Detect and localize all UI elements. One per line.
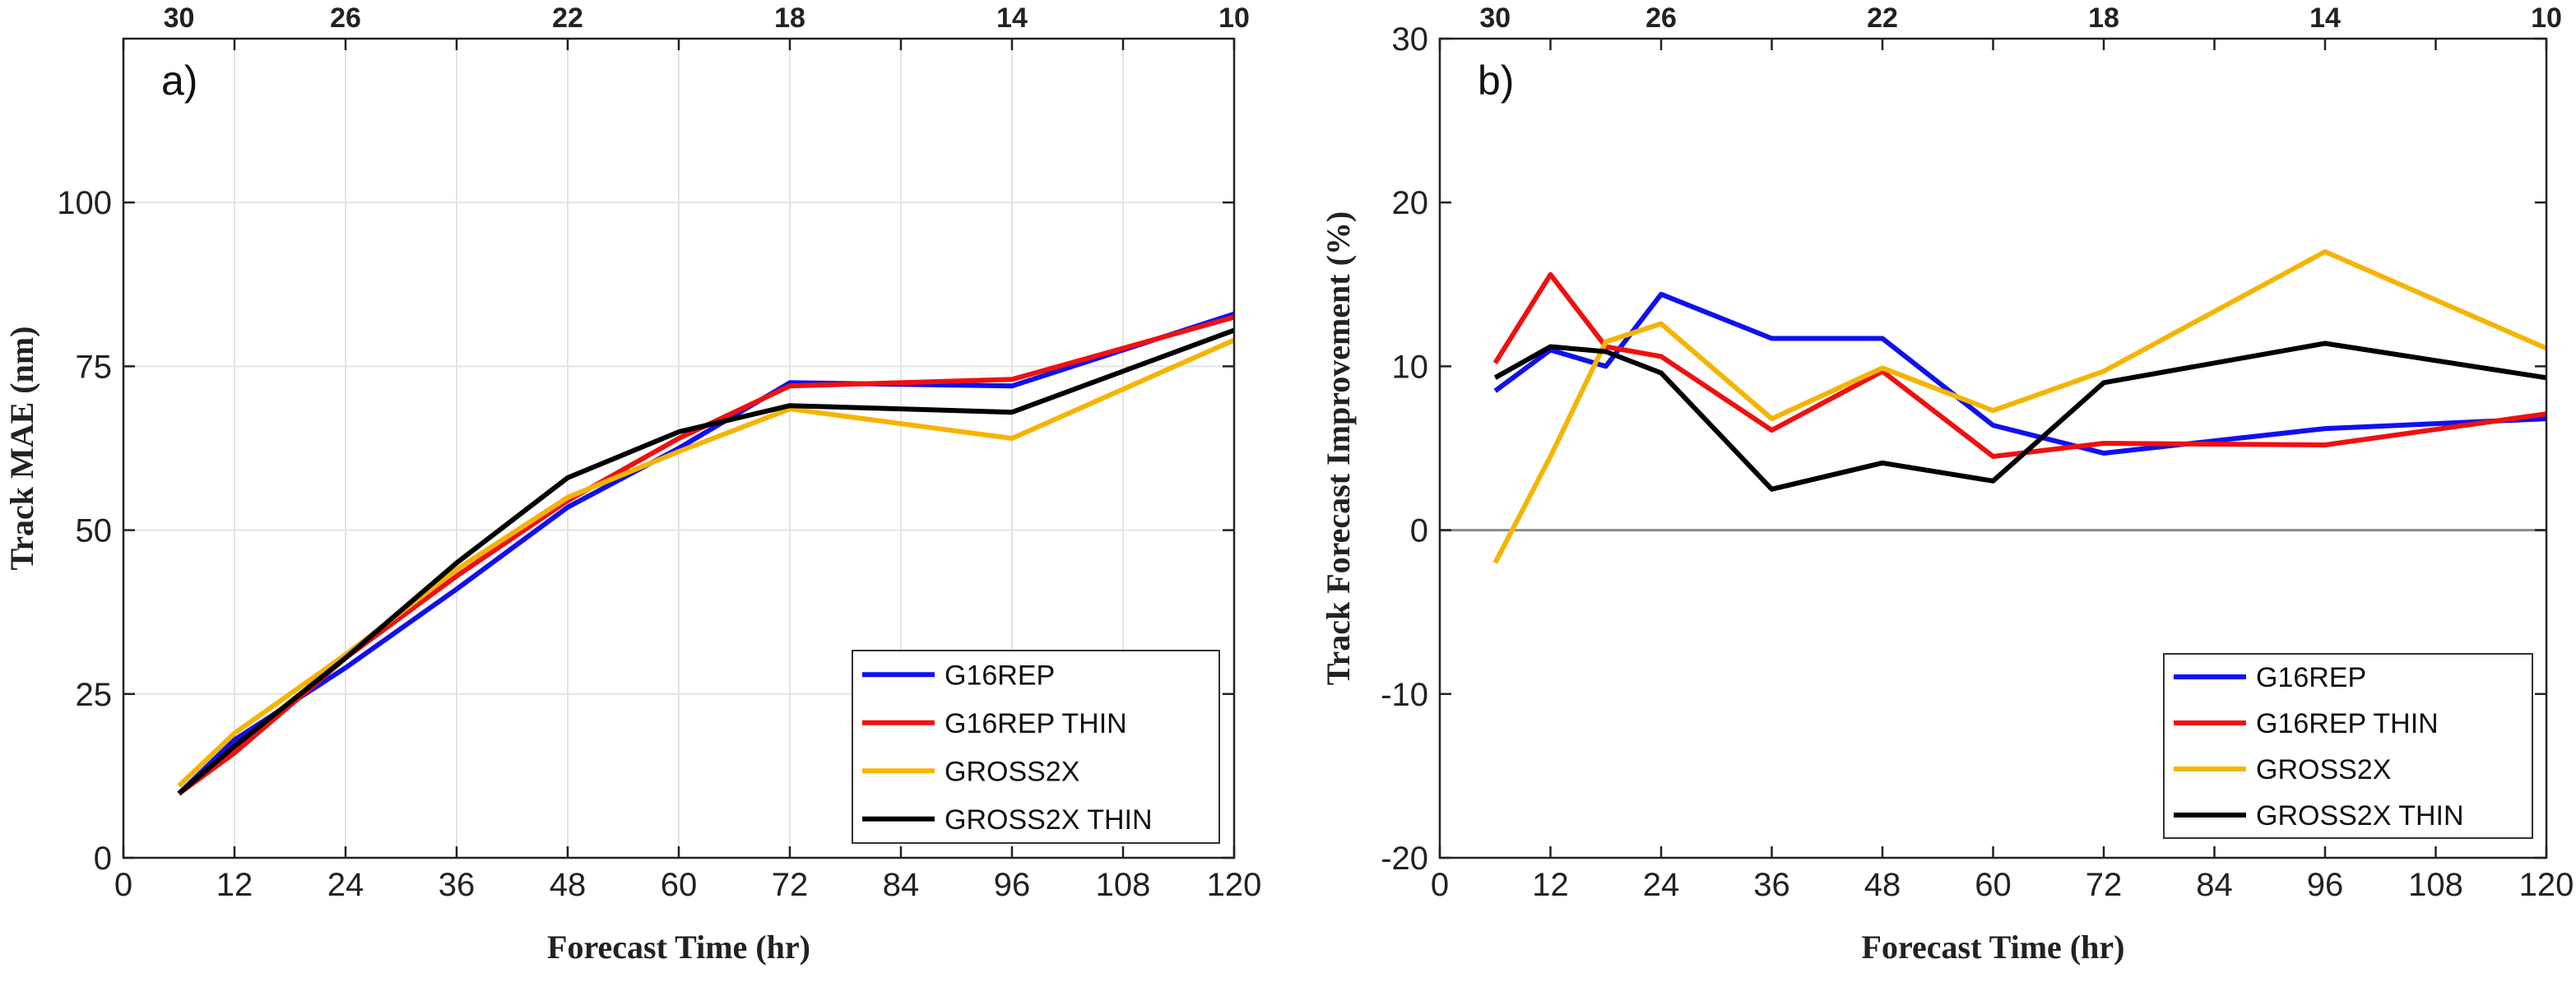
x-tick-label: 120 [1207, 867, 1262, 903]
y-axis-title: Track Forecast Improvement (%) [1320, 211, 1357, 686]
top-axis-label: 18 [774, 2, 805, 34]
x-tick-label: 48 [1864, 867, 1901, 903]
top-axis-label: 26 [1645, 2, 1677, 34]
y-tick-label: 0 [94, 841, 112, 877]
legend: G16REP G16REP THIN GROSS2X GROSS2X THIN [852, 650, 1220, 844]
top-axis-label: 14 [996, 2, 1028, 34]
legend-entry: G16REP THIN [2256, 708, 2439, 739]
top-axis-label: 14 [2309, 2, 2341, 34]
series-line-gross2x [177, 337, 1236, 788]
y-tick-label: 0 [1410, 513, 1428, 549]
x-tick-label: 24 [327, 867, 364, 903]
panel-label: b) [1478, 58, 1514, 104]
legend-entry: G16REP THIN [945, 708, 1127, 739]
x-tick-label: 48 [550, 867, 587, 903]
legend-entry: GROSS2X [945, 756, 1079, 787]
x-axis-title: Forecast Time (hr) [547, 929, 810, 966]
x-tick-label: 84 [2196, 867, 2233, 903]
series-line-gross2x-thin [177, 327, 1236, 796]
x-tick-label: 24 [1643, 867, 1680, 903]
chart-panel-a: 0 12 24 36 48 60 72 84 96 108 120 0 25 50 75 100 30 26 22 1… [3, 2, 1261, 966]
y-axis-title: Track MAE (nm) [3, 327, 40, 571]
legend-entry: G16REP [945, 660, 1055, 691]
series-line-gross2x [1492, 249, 2548, 564]
y-tick-label: 50 [76, 513, 113, 549]
x-tick-label: 0 [114, 867, 132, 903]
x-tick-label: 12 [1532, 867, 1569, 903]
series-line-g16rep [1493, 291, 2547, 456]
y-tick-label: 75 [76, 349, 113, 385]
series-line-g16rep-thin [1492, 271, 2547, 459]
top-axis-label: 30 [1479, 2, 1511, 34]
x-tick-label: 72 [772, 867, 809, 903]
x-axis-title: Forecast Time (hr) [1862, 929, 2125, 966]
x-tick-label: 96 [2307, 867, 2344, 903]
x-tick-label: 120 [2519, 867, 2574, 903]
legend-box [2163, 653, 2533, 839]
x-tick-label: 108 [2408, 867, 2463, 903]
x-tick-label: 72 [2086, 867, 2123, 903]
x-tick-label: 60 [1975, 867, 2012, 903]
chart-panel-b: 0 12 24 36 48 60 72 84 96 108 120 -20 -10 0 10 20 30 30 26… [1320, 2, 2574, 966]
series-line-gross2x-thin [1493, 340, 2547, 492]
x-tick-label: 36 [439, 867, 476, 903]
y-tick-label: 100 [57, 185, 112, 221]
x-tick-label: 60 [661, 867, 698, 903]
legend-entry: GROSS2X THIN [945, 804, 1153, 836]
legend: G16REP G16REP THIN GROSS2X GROSS2X THIN [2163, 653, 2533, 839]
series-line-g16rep-thin [177, 314, 1235, 796]
x-tick-label: 0 [1431, 867, 1449, 903]
y-tick-label: 25 [76, 677, 113, 713]
top-axis-label: 26 [330, 2, 361, 34]
x-tick-label: 84 [883, 867, 920, 903]
legend-entry: G16REP [2256, 662, 2366, 693]
legend-box [852, 650, 1220, 844]
y-tick-label: -10 [1381, 677, 1428, 713]
x-tick-label: 12 [216, 867, 253, 903]
legend-entry: GROSS2X THIN [2256, 800, 2464, 831]
top-axis-label: 10 [1218, 2, 1250, 34]
x-tick-label: 96 [994, 867, 1031, 903]
y-tick-label: 30 [1392, 21, 1429, 58]
top-axis-label: 22 [1867, 2, 1898, 34]
top-axis-label: 18 [2088, 2, 2119, 34]
panel-label: a) [161, 58, 197, 104]
top-axis-label: 30 [164, 2, 195, 34]
y-tick-label: -20 [1381, 841, 1428, 877]
top-axis-label: 10 [2531, 2, 2562, 34]
top-axis-label: 22 [552, 2, 583, 34]
y-tick-label: 20 [1392, 185, 1429, 221]
x-tick-label: 36 [1753, 867, 1790, 903]
legend-entry: GROSS2X [2256, 754, 2391, 785]
y-tick-label: 10 [1392, 349, 1429, 385]
x-tick-label: 108 [1096, 867, 1151, 903]
